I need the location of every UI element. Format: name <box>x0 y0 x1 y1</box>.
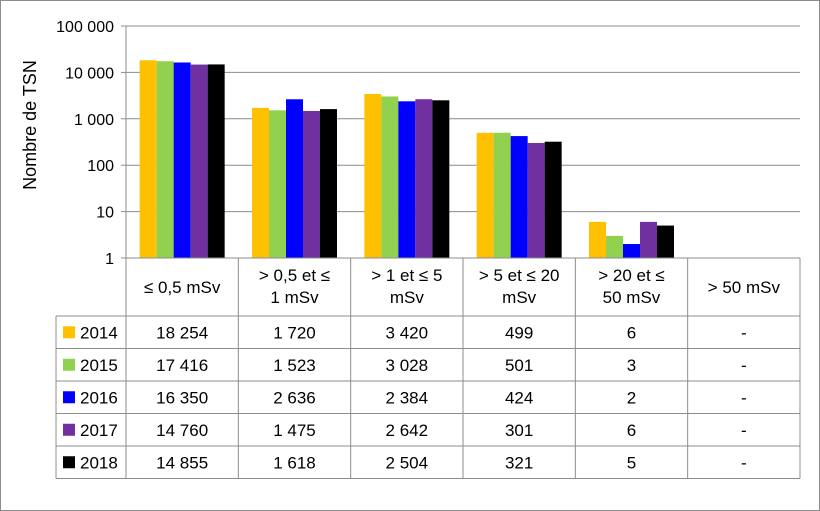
bar <box>190 64 208 259</box>
data-table-cell: 14 855 <box>156 453 208 472</box>
legend-series-name: 2016 <box>80 388 118 407</box>
bar <box>303 110 320 258</box>
data-table-cell: - <box>741 421 747 440</box>
y-tick-label: 1 000 <box>74 112 114 129</box>
data-table-cell: 2 642 <box>386 421 429 440</box>
bar <box>493 132 511 258</box>
legend-key <box>63 456 75 469</box>
data-table-cell: - <box>741 356 747 375</box>
category-label: mSv <box>390 288 425 307</box>
bar <box>364 94 382 259</box>
category-label: > 20 et ≤ <box>598 266 665 285</box>
data-table-cell: 18 254 <box>156 323 208 342</box>
y-tick-label: 10 000 <box>65 65 114 82</box>
data-table-cell: 499 <box>505 323 533 342</box>
data-table-cell: 6 <box>627 421 636 440</box>
data-table-cell: 321 <box>505 453 533 472</box>
data-table-cell: 2 636 <box>273 388 316 407</box>
category-label: > 1 et ≤ 5 <box>371 266 442 285</box>
data-table-cell: - <box>741 453 747 472</box>
data-table-cell: 1 720 <box>273 323 316 342</box>
bar <box>476 132 494 258</box>
bar <box>207 64 225 258</box>
legend-series-name: 2017 <box>80 421 118 440</box>
bar <box>398 101 416 258</box>
data-table-cell: 424 <box>505 388 533 407</box>
data-table-cell: 17 416 <box>156 356 208 375</box>
bar <box>320 109 337 258</box>
legend-key <box>63 358 75 371</box>
data-table-cell: - <box>741 323 747 342</box>
bar <box>657 225 674 258</box>
bar <box>252 107 269 258</box>
bar <box>269 110 286 258</box>
category-label: 50 mSv <box>603 288 661 307</box>
data-table-cell: 6 <box>627 323 636 342</box>
data-table-cell: 2 504 <box>386 453 429 472</box>
y-tick-label: 10 <box>96 205 114 222</box>
data-table-cell: 5 <box>627 453 636 472</box>
bar <box>527 142 545 258</box>
bar <box>173 62 191 259</box>
y-axis-label: Nombre de TSN <box>20 60 40 190</box>
bar <box>415 99 433 258</box>
bar <box>589 221 606 258</box>
legend-series-name: 2018 <box>80 453 118 472</box>
bar <box>381 96 399 258</box>
category-label: 1 mSv <box>270 288 319 307</box>
bar <box>139 60 157 259</box>
category-label: mSv <box>502 288 537 307</box>
bar <box>623 244 640 258</box>
data-table-cell: 1 618 <box>273 453 316 472</box>
data-table-cell: 14 760 <box>156 421 208 440</box>
bar <box>606 235 623 258</box>
data-table-cell: 3 <box>627 356 636 375</box>
bar <box>544 141 562 258</box>
category-label: > 0,5 et ≤ <box>259 266 330 285</box>
data-table-cell: 3 028 <box>386 356 429 375</box>
data-table-cell: 3 420 <box>386 323 429 342</box>
data-table-cell: 2 <box>627 388 636 407</box>
data-table-cell: 1 523 <box>273 356 316 375</box>
bar <box>432 100 450 258</box>
data-table-cell: 301 <box>505 421 533 440</box>
legend-series-name: 2014 <box>80 323 118 342</box>
category-label: > 5 et ≤ 20 <box>479 266 560 285</box>
data-table-cell: 16 350 <box>156 388 208 407</box>
y-tick-label: 100 <box>87 158 114 175</box>
legend-key <box>63 326 75 339</box>
legend-key <box>63 423 75 436</box>
legend-series-name: 2015 <box>80 356 118 375</box>
bar <box>510 136 528 258</box>
bar <box>286 99 303 259</box>
data-table-cell: - <box>741 388 747 407</box>
y-tick-label: 1 <box>105 251 114 268</box>
data-table-cell: 501 <box>505 356 533 375</box>
category-label: ≤ 0,5 mSv <box>144 278 221 297</box>
category-label: > 50 mSv <box>708 278 781 297</box>
bar <box>640 221 657 258</box>
bar <box>156 61 174 258</box>
data-table-cell: 2 384 <box>386 388 429 407</box>
legend-key <box>63 391 75 404</box>
data-table-cell: 1 475 <box>273 421 316 440</box>
y-tick-label: 100 000 <box>56 19 114 36</box>
